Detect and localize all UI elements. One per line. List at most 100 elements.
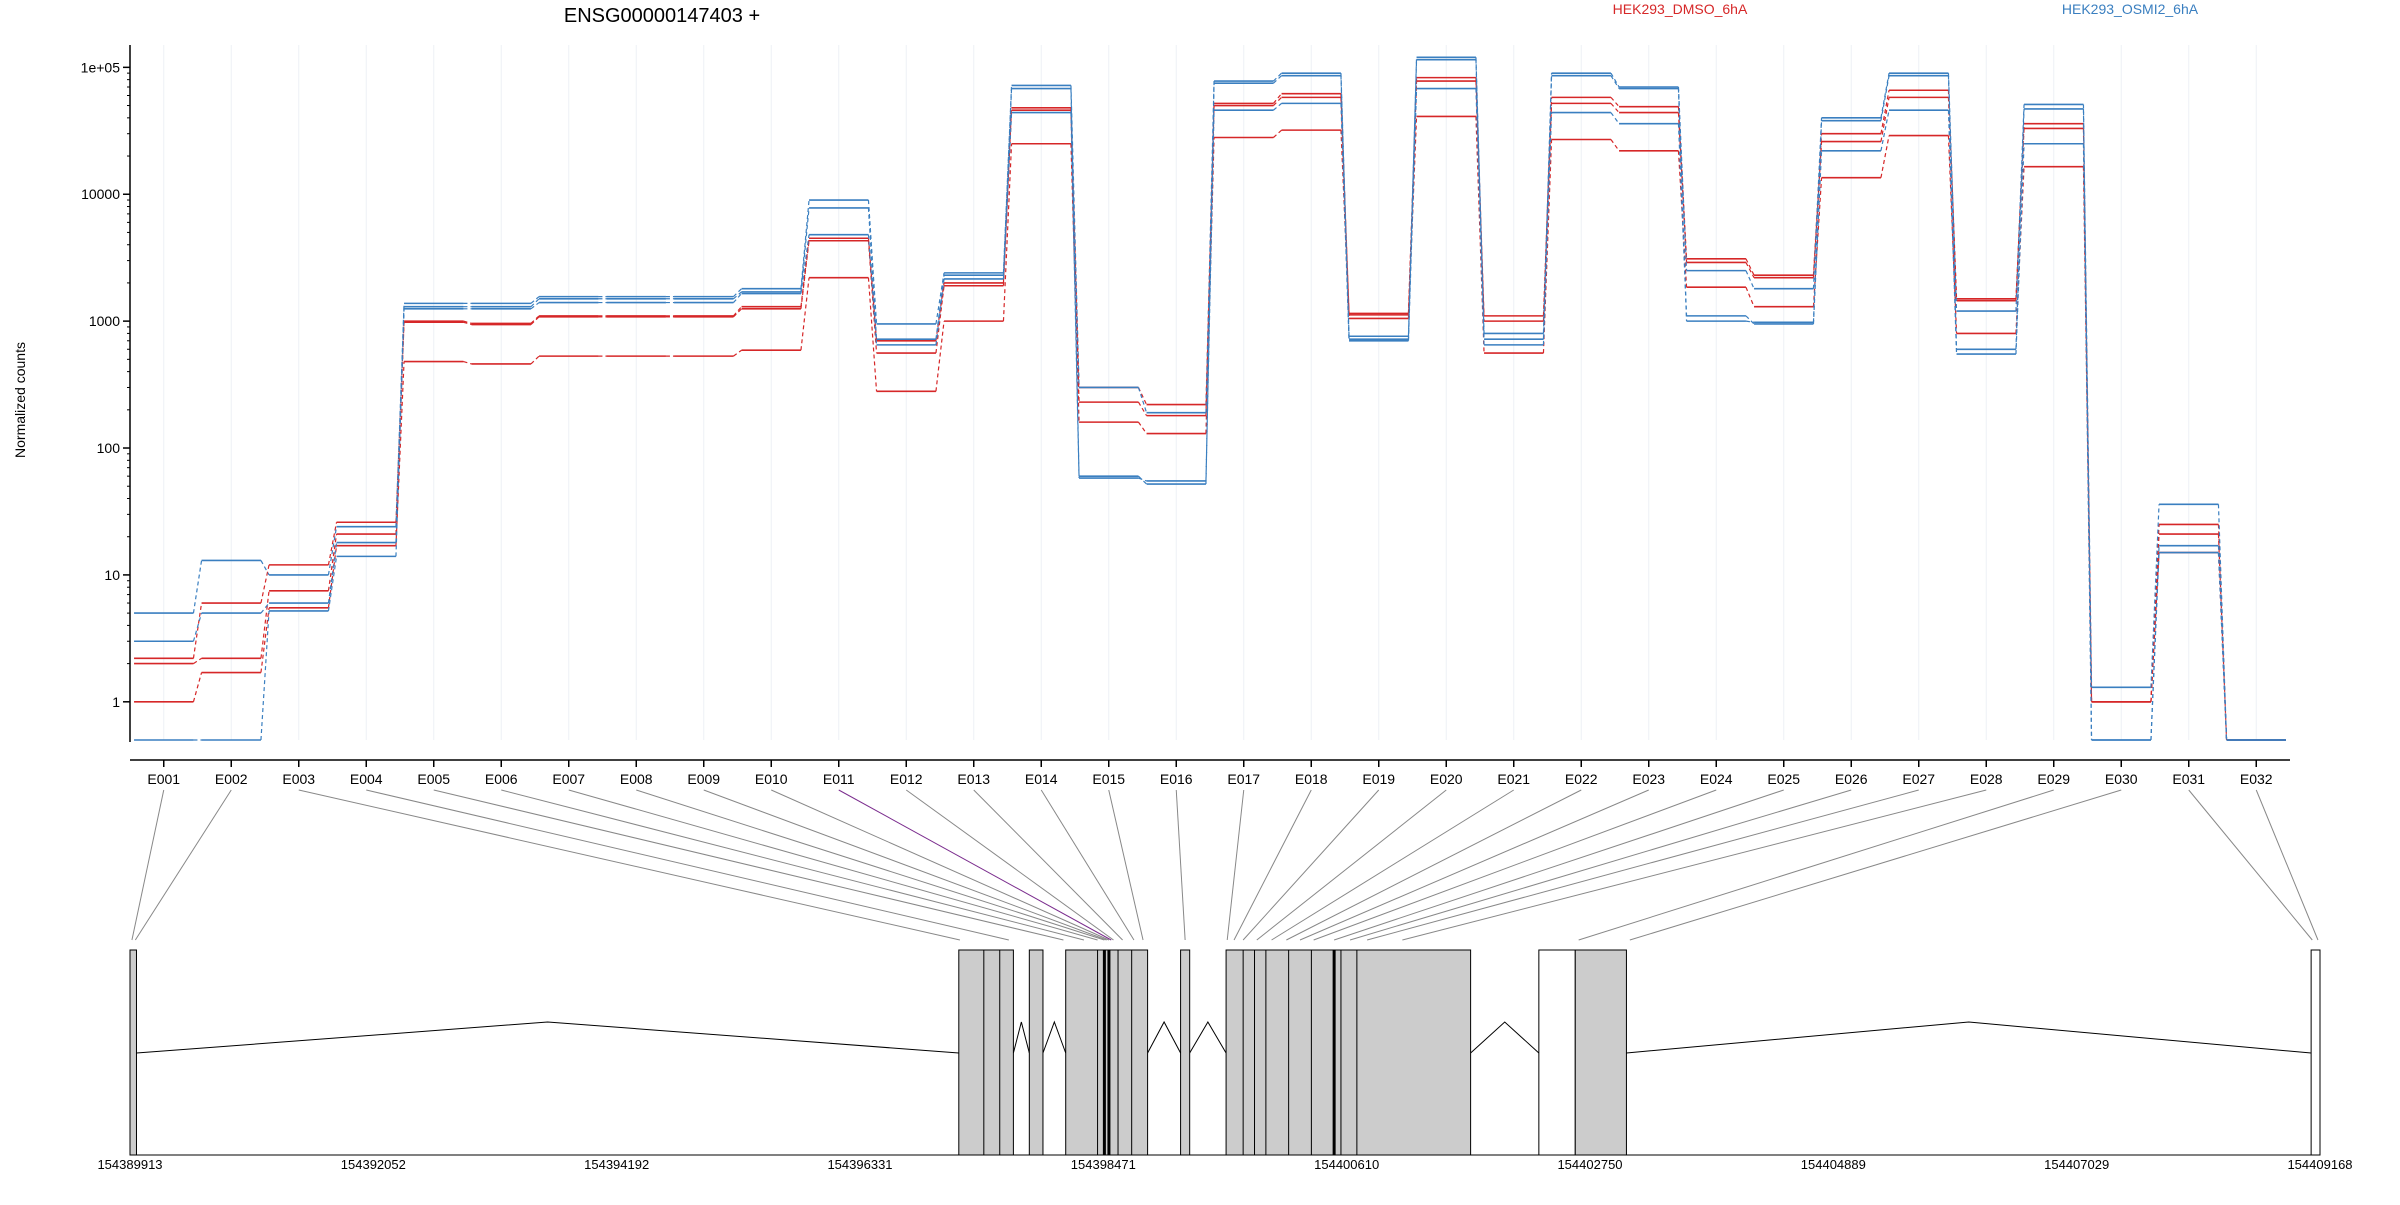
intron-line — [136, 1021, 959, 1054]
series-connector — [1812, 120, 1823, 323]
x-tick-label: E026 — [1835, 771, 1868, 787]
series-connector — [1137, 387, 1148, 413]
x-tick-label: E021 — [1497, 771, 1530, 787]
x-tick-label: E001 — [147, 771, 180, 787]
series-connector — [867, 277, 878, 392]
exon-connector — [905, 789, 1114, 941]
y-tick-label: 1e+05 — [81, 59, 121, 75]
series-osmi2-4 — [134, 58, 2286, 741]
exon-box — [1538, 949, 1576, 1156]
exon-box — [1065, 949, 1149, 1156]
series-connector — [327, 545, 338, 608]
coordinate-label: 154398471 — [1071, 1157, 1136, 1172]
series-connector — [1542, 112, 1553, 345]
x-tick-label: E004 — [350, 771, 383, 787]
exon-connector — [1256, 789, 1447, 941]
series-connector — [260, 590, 270, 659]
series-connector — [327, 526, 338, 576]
exon-connector — [1242, 789, 1380, 941]
x-tick-label: E009 — [687, 771, 720, 787]
exon-connector — [1333, 789, 1784, 941]
series-connector — [1407, 59, 1418, 340]
series-connector — [935, 272, 945, 325]
exon-connector — [1402, 789, 1987, 941]
series-connector — [1002, 85, 1013, 273]
exon-connector — [771, 789, 1110, 941]
series-connector — [1880, 110, 1890, 151]
exon-box — [958, 949, 1014, 1156]
exon-box — [129, 949, 137, 1156]
series-connector — [867, 207, 878, 340]
series-connector — [2217, 504, 2228, 741]
exon-connector — [2188, 789, 2313, 941]
series-connector — [260, 564, 270, 604]
exon-connector — [1271, 789, 1515, 941]
x-tick-label: E008 — [620, 771, 653, 787]
intron-line — [1626, 1021, 2312, 1054]
series-connector — [733, 293, 742, 303]
exon-connector — [1349, 789, 1852, 941]
series-connector — [530, 316, 540, 325]
x-tick-label: E032 — [2240, 771, 2273, 787]
series-osmi2-5 — [134, 56, 2286, 741]
exon-connectors — [131, 789, 2319, 941]
series-connector — [1880, 90, 1890, 134]
series-connector — [800, 240, 810, 309]
series-connector — [1745, 286, 1755, 307]
x-tick-label: E010 — [755, 771, 788, 787]
series-connector — [1137, 421, 1148, 434]
series-connector — [1273, 72, 1282, 82]
exon-box — [1180, 949, 1191, 1156]
series-connector — [1137, 401, 1148, 416]
series-connector — [530, 302, 540, 310]
exon-connector — [1233, 789, 1312, 941]
series-lines — [134, 56, 2286, 741]
series-connector — [327, 522, 338, 565]
series-connector — [1273, 129, 1282, 138]
y-axis-label: Normalized counts — [12, 342, 28, 458]
series-connector — [1880, 135, 1890, 178]
series-connector — [1610, 72, 1620, 88]
exon-connector — [1108, 789, 1144, 941]
series-connector — [732, 306, 743, 317]
axes: 1 10 100 1000 10000 1e+05 E001 E002 E003 E004 E005… — [81, 45, 2290, 787]
series-connector — [1947, 73, 1958, 312]
series-connector — [260, 602, 270, 614]
x-tick-label: E029 — [2037, 771, 2070, 787]
exon-connector — [1629, 789, 2122, 941]
x-tick-label: E022 — [1565, 771, 1598, 787]
exon-box — [1225, 949, 1472, 1156]
series-connector — [1205, 81, 1215, 413]
series-connector — [867, 234, 878, 345]
x-tick-label: E016 — [1160, 771, 1193, 787]
x-tick-label: E011 — [823, 771, 855, 787]
exon-connector — [1226, 789, 1245, 941]
series-connector — [327, 542, 338, 604]
exon-connector — [1299, 789, 1649, 941]
y-tick-label: 100 — [97, 440, 121, 456]
series-connector — [1812, 117, 1823, 289]
y-tick-label: 1000 — [89, 313, 120, 329]
exon-connector — [1578, 789, 2054, 941]
series-connector — [463, 360, 472, 365]
x-tick-label: E012 — [890, 771, 923, 787]
exon-connector — [1286, 789, 1582, 941]
x-tick-label: E014 — [1025, 771, 1058, 787]
intron-line — [1042, 1020, 1067, 1054]
series-connector — [1880, 73, 1890, 118]
exon-connector — [2255, 789, 2319, 941]
series-connector — [733, 349, 742, 357]
series-connector — [1610, 102, 1620, 113]
series-connector — [2217, 533, 2228, 741]
series-connector — [1610, 96, 1620, 108]
series-connector — [733, 291, 742, 300]
series-connector — [1272, 93, 1283, 104]
series-connector — [1475, 116, 1485, 354]
series-connector — [1070, 85, 1080, 388]
coordinate-label: 154400610 — [1314, 1157, 1379, 1172]
series-connector — [1138, 477, 1147, 482]
x-tick-label: E003 — [282, 771, 315, 787]
x-tick-label: E025 — [1767, 771, 1800, 787]
exon-connector — [973, 789, 1123, 941]
